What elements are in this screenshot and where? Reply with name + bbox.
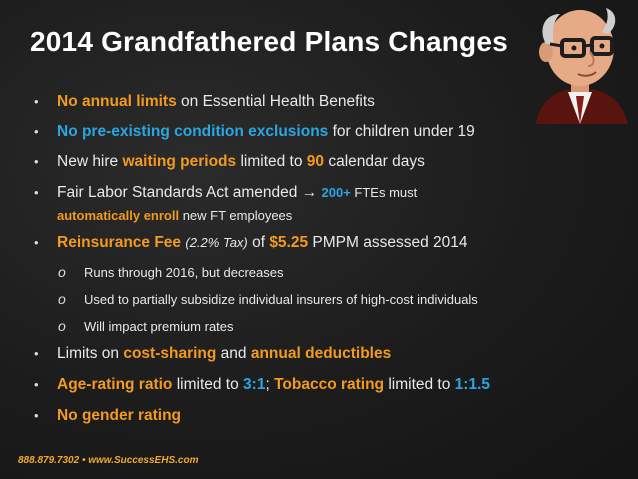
sub-bullet-premium-rates: o Will impact premium rates — [58, 318, 234, 334]
bullet-reinsurance-fee: • Reinsurance Fee (2.2% Tax) of $5.25 PMP… — [34, 234, 468, 251]
elderly-man-with-glasses-icon — [536, 8, 628, 124]
bullet-gender-rating: • No gender rating — [34, 407, 182, 424]
bullet-waiting-periods: • New hire waiting periods limited to 90 … — [34, 153, 425, 170]
bullet-cost-sharing: • Limits on cost-sharing and annual deduc… — [34, 345, 392, 362]
sub-bullet-subsidize: o Used to partially subsidize individual … — [58, 291, 478, 307]
footer-contact: 888.879.7302 • www.SuccessEHS.com — [18, 455, 199, 466]
bullet-age-rating: • Age-rating ratio limited to 3:1; Tobacc… — [34, 376, 491, 393]
bullet-flsa: • Fair Labor Standards Act amended → 200+… — [34, 184, 418, 201]
bullet-annual-limits: • No annual limits on Essential Health Be… — [34, 93, 375, 110]
bullet-flsa-continued: automatically enroll new FT employees — [57, 208, 293, 223]
sub-bullet-runs-through: o Runs through 2016, but decreases — [58, 264, 284, 280]
bullet-preexisting: • No pre-existing condition exclusions fo… — [34, 123, 475, 140]
slide-title: 2014 Grandfathered Plans Changes — [30, 26, 508, 57]
